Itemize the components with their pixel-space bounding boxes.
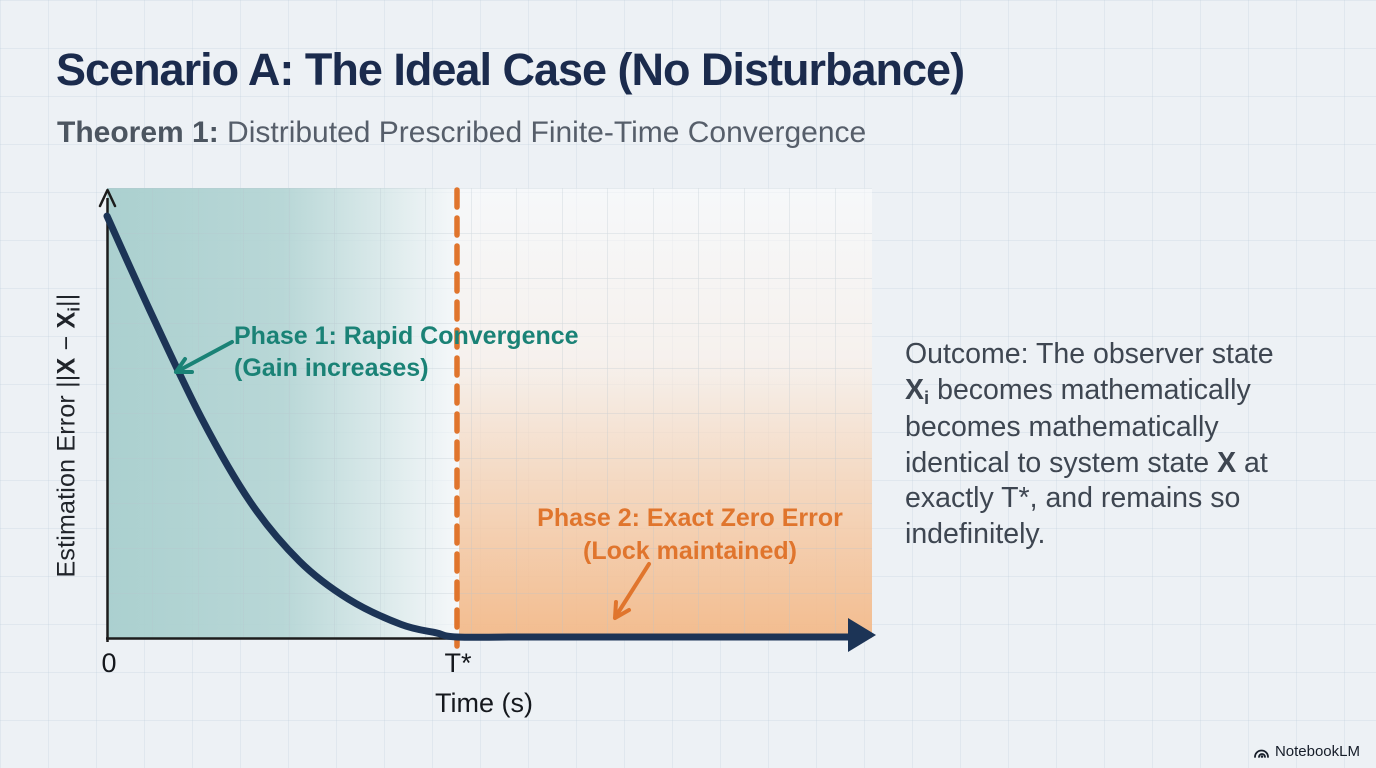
tick-tstar: T* xyxy=(444,648,472,678)
y-axis-label: Estimation Error ||X − Xi|| xyxy=(52,293,84,577)
page-subtitle: Theorem 1: Distributed Prescribed Finite… xyxy=(57,116,866,150)
y-axis-arrow-icon xyxy=(98,188,117,208)
phase1-annotation: Phase 1: Rapid Convergence (Gain increas… xyxy=(234,320,579,384)
outcome-text: Outcome: The observer state Xi becomes ma… xyxy=(905,338,1274,550)
subtitle-label: Theorem 1: xyxy=(57,116,219,149)
plot-grid xyxy=(107,188,872,638)
phase2-arrow-icon xyxy=(613,562,651,620)
subtitle-text: Distributed Prescribed Finite-Time Conve… xyxy=(218,116,867,149)
phase1-line2: (Gain increases) xyxy=(234,354,429,382)
x-axis-arrow-icon xyxy=(848,618,876,652)
phase2-annotation: Phase 2: Exact Zero Error (Lock maintain… xyxy=(516,502,864,568)
tick-origin: 0 xyxy=(101,648,117,678)
phase1-line1: Phase 1: Rapid Convergence xyxy=(234,322,579,350)
phase2-line2: (Lock maintained) xyxy=(583,537,797,565)
error-curve xyxy=(103,212,856,641)
watermark-label: NotebookLM xyxy=(1274,743,1360,760)
page-title: Scenario A: The Ideal Case (No Disturban… xyxy=(56,44,965,95)
notebooklm-icon xyxy=(1254,749,1269,758)
x-axis-label: Time (s) xyxy=(435,688,533,718)
phase2-line1: Phase 2: Exact Zero Error xyxy=(537,504,843,532)
notebooklm-watermark: NotebookLM xyxy=(1253,743,1360,760)
phase1-arrow-icon xyxy=(174,340,234,374)
